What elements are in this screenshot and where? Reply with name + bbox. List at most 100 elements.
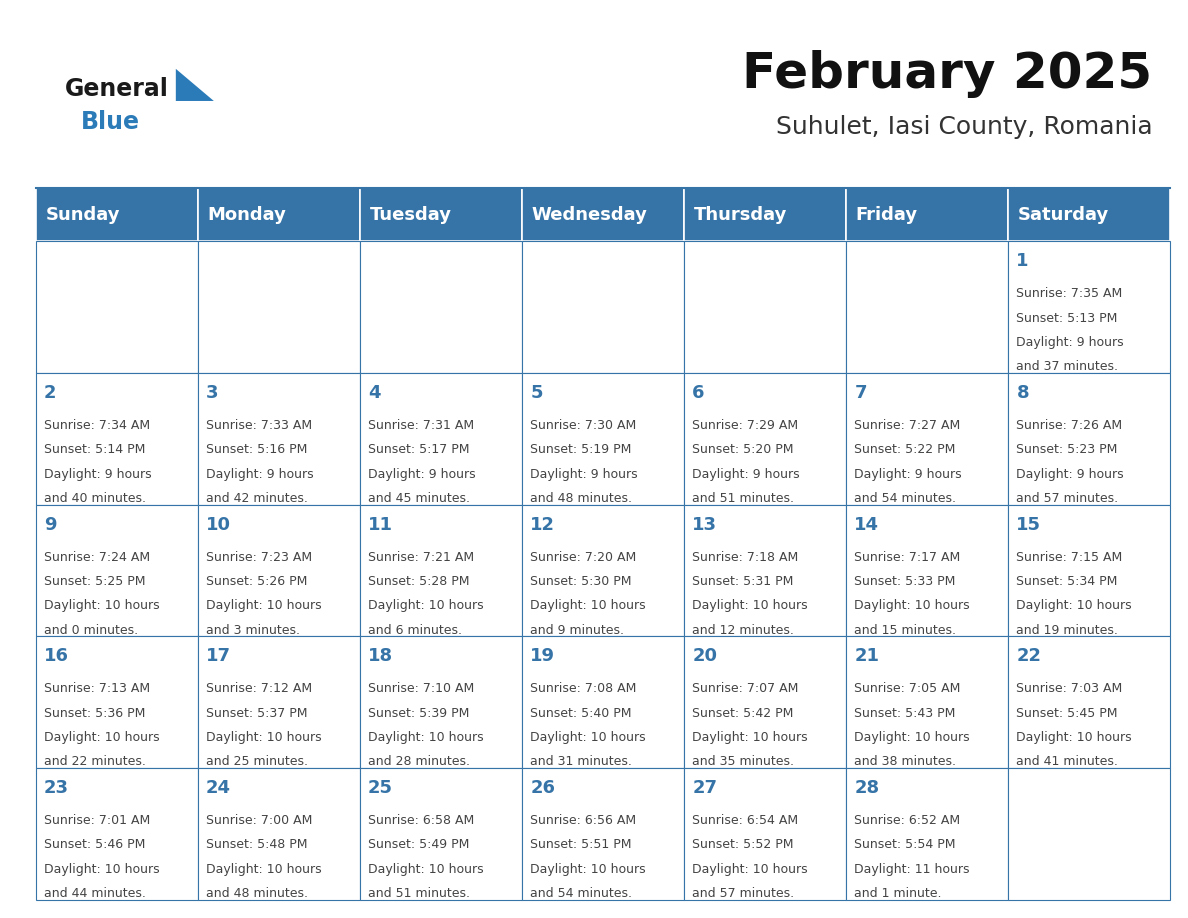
Text: 17: 17 (206, 647, 230, 666)
Bar (36, 768, 197, 900)
Text: and 51 minutes.: and 51 minutes. (368, 887, 470, 900)
Text: Sunrise: 7:24 AM: Sunrise: 7:24 AM (44, 551, 150, 564)
Text: Sunrise: 7:03 AM: Sunrise: 7:03 AM (1017, 682, 1123, 695)
Text: Sunset: 5:48 PM: Sunset: 5:48 PM (206, 838, 308, 851)
Text: Sunrise: 7:07 AM: Sunrise: 7:07 AM (693, 682, 798, 695)
Text: Thursday: Thursday (694, 206, 786, 224)
Text: 12: 12 (530, 516, 555, 533)
Text: Sunset: 5:26 PM: Sunset: 5:26 PM (206, 575, 308, 588)
Text: Monday: Monday (208, 206, 286, 224)
Text: Daylight: 9 hours: Daylight: 9 hours (368, 467, 475, 481)
Text: and 35 minutes.: and 35 minutes. (693, 756, 795, 768)
Text: Daylight: 10 hours: Daylight: 10 hours (530, 731, 646, 744)
Text: Sunset: 5:37 PM: Sunset: 5:37 PM (206, 707, 308, 720)
Text: and 15 minutes.: and 15 minutes. (854, 623, 956, 637)
Text: Sunrise: 7:26 AM: Sunrise: 7:26 AM (1017, 419, 1123, 432)
Bar (522, 373, 684, 505)
Bar (522, 188, 684, 241)
Text: Daylight: 9 hours: Daylight: 9 hours (693, 467, 800, 481)
Text: 3: 3 (206, 384, 219, 402)
Bar (36, 188, 197, 241)
Bar (684, 505, 846, 636)
Text: and 54 minutes.: and 54 minutes. (530, 887, 632, 900)
Text: and 42 minutes.: and 42 minutes. (206, 492, 308, 505)
Text: Daylight: 10 hours: Daylight: 10 hours (693, 731, 808, 744)
Text: Daylight: 9 hours: Daylight: 9 hours (854, 467, 962, 481)
Text: Daylight: 10 hours: Daylight: 10 hours (1017, 731, 1132, 744)
Text: and 48 minutes.: and 48 minutes. (206, 887, 308, 900)
Bar (684, 768, 846, 900)
Text: and 37 minutes.: and 37 minutes. (1017, 361, 1118, 374)
Text: Sunset: 5:20 PM: Sunset: 5:20 PM (693, 443, 794, 456)
Text: 6: 6 (693, 384, 704, 402)
Bar (846, 241, 1009, 373)
Text: Saturday: Saturday (1018, 206, 1110, 224)
Bar (360, 188, 522, 241)
Text: Daylight: 10 hours: Daylight: 10 hours (693, 863, 808, 876)
Text: Sunset: 5:23 PM: Sunset: 5:23 PM (1017, 443, 1118, 456)
Text: Sunrise: 7:21 AM: Sunrise: 7:21 AM (368, 551, 474, 564)
Text: 22: 22 (1017, 647, 1042, 666)
Text: and 57 minutes.: and 57 minutes. (1017, 492, 1119, 505)
Text: Sunset: 5:45 PM: Sunset: 5:45 PM (1017, 707, 1118, 720)
Text: Sunset: 5:28 PM: Sunset: 5:28 PM (368, 575, 469, 588)
Bar (197, 505, 360, 636)
Text: Sunset: 5:36 PM: Sunset: 5:36 PM (44, 707, 145, 720)
Bar (197, 636, 360, 768)
Text: Sunrise: 7:29 AM: Sunrise: 7:29 AM (693, 419, 798, 432)
Bar (360, 241, 522, 373)
Text: and 54 minutes.: and 54 minutes. (854, 492, 956, 505)
Text: 10: 10 (206, 516, 230, 533)
Text: Sunrise: 7:31 AM: Sunrise: 7:31 AM (368, 419, 474, 432)
Text: Sunset: 5:46 PM: Sunset: 5:46 PM (44, 838, 145, 851)
Text: Daylight: 9 hours: Daylight: 9 hours (44, 467, 152, 481)
Text: Sunrise: 7:30 AM: Sunrise: 7:30 AM (530, 419, 637, 432)
Bar (684, 188, 846, 241)
Text: and 19 minutes.: and 19 minutes. (1017, 623, 1118, 637)
Text: Daylight: 10 hours: Daylight: 10 hours (44, 599, 159, 612)
Text: Sunset: 5:33 PM: Sunset: 5:33 PM (854, 575, 955, 588)
Text: 14: 14 (854, 516, 879, 533)
Bar (522, 636, 684, 768)
Text: and 12 minutes.: and 12 minutes. (693, 623, 794, 637)
Text: Daylight: 10 hours: Daylight: 10 hours (368, 599, 484, 612)
Text: Sunset: 5:51 PM: Sunset: 5:51 PM (530, 838, 632, 851)
Bar (846, 636, 1009, 768)
Text: 23: 23 (44, 779, 69, 797)
Text: Sunrise: 7:12 AM: Sunrise: 7:12 AM (206, 682, 312, 695)
Bar (360, 768, 522, 900)
Bar (197, 188, 360, 241)
Text: 16: 16 (44, 647, 69, 666)
Bar (360, 505, 522, 636)
Text: and 38 minutes.: and 38 minutes. (854, 756, 956, 768)
Bar (1009, 505, 1170, 636)
Text: 7: 7 (854, 384, 867, 402)
Text: and 45 minutes.: and 45 minutes. (368, 492, 470, 505)
Text: Daylight: 9 hours: Daylight: 9 hours (530, 467, 638, 481)
Text: Sunset: 5:43 PM: Sunset: 5:43 PM (854, 707, 955, 720)
Text: Sunrise: 7:17 AM: Sunrise: 7:17 AM (854, 551, 961, 564)
Text: Sunset: 5:52 PM: Sunset: 5:52 PM (693, 838, 794, 851)
Bar (1009, 636, 1170, 768)
Text: Sunrise: 7:27 AM: Sunrise: 7:27 AM (854, 419, 961, 432)
Bar (846, 768, 1009, 900)
Text: 27: 27 (693, 779, 718, 797)
Text: Sunset: 5:19 PM: Sunset: 5:19 PM (530, 443, 632, 456)
Text: Sunset: 5:54 PM: Sunset: 5:54 PM (854, 838, 956, 851)
Text: 8: 8 (1017, 384, 1029, 402)
Text: 13: 13 (693, 516, 718, 533)
Bar (846, 188, 1009, 241)
Text: Sunrise: 7:35 AM: Sunrise: 7:35 AM (1017, 287, 1123, 300)
Bar (360, 636, 522, 768)
Text: February 2025: February 2025 (742, 50, 1152, 98)
Text: Sunset: 5:17 PM: Sunset: 5:17 PM (368, 443, 469, 456)
Bar (36, 241, 197, 373)
Text: and 25 minutes.: and 25 minutes. (206, 756, 308, 768)
Text: Daylight: 9 hours: Daylight: 9 hours (1017, 467, 1124, 481)
Text: Sunrise: 6:52 AM: Sunrise: 6:52 AM (854, 814, 960, 827)
Text: and 48 minutes.: and 48 minutes. (530, 492, 632, 505)
Text: 2: 2 (44, 384, 57, 402)
Text: 4: 4 (368, 384, 380, 402)
Bar (36, 505, 197, 636)
Polygon shape (176, 69, 214, 101)
